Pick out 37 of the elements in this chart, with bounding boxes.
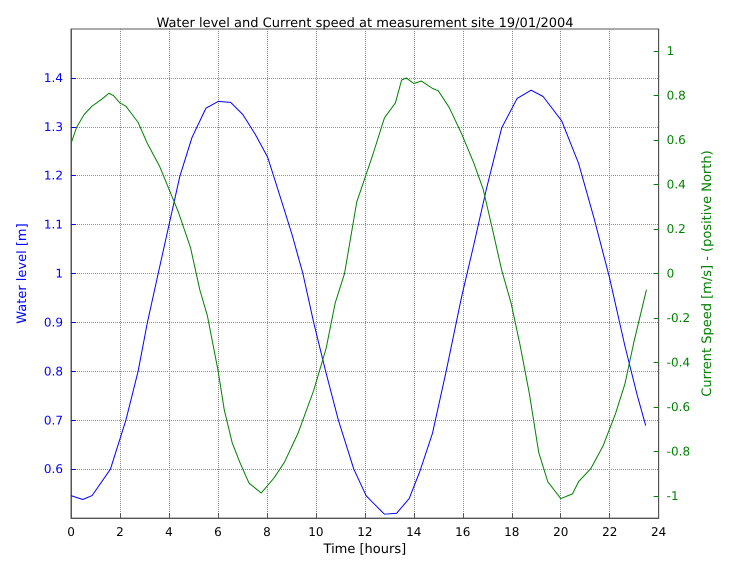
x-tick-label: 24: [651, 525, 666, 540]
y2-axis-title: Current Speed [m/s] - (positive North): [700, 150, 715, 397]
y-tick-label: 1: [55, 266, 63, 281]
y-tick-label: 0.7: [44, 413, 63, 428]
x-tick-label: 16: [455, 525, 470, 540]
x-tick-label: 8: [263, 525, 271, 540]
y2-tick-label: -0.6: [666, 400, 690, 414]
y-tick-label: 1.2: [44, 168, 63, 183]
y2-tick-label: -0.8: [666, 444, 690, 458]
y2-tick-label: 0.2: [666, 222, 686, 236]
x-tick-label: 14: [406, 525, 422, 540]
y2-tick-label: -0.2: [666, 311, 690, 326]
x-tick-label: 12: [357, 525, 372, 540]
y2-tick-label: 0.6: [666, 133, 686, 148]
x-tick-label: 20: [553, 525, 568, 540]
y-axis-title: Water level [m]: [15, 223, 30, 324]
y2-tick-label: 1: [666, 44, 674, 58]
x-tick-label: 4: [165, 525, 173, 540]
x-tick-label: 18: [504, 525, 520, 540]
y-tick-label: 1.1: [44, 218, 63, 232]
x-tick-label: 0: [67, 525, 75, 540]
x-tick-label: 2: [116, 525, 124, 540]
y-tick-label: 1.4: [44, 70, 63, 85]
x-tick-label: 6: [214, 525, 222, 540]
x-tick-label: 10: [308, 525, 324, 540]
chart-title: Water level and Current speed at measurement site 19/01/2004: [156, 16, 574, 31]
y-tick-label: 1.3: [44, 120, 63, 134]
y-tick-label: 0.6: [44, 462, 63, 476]
x-axis-title: Time [hours]: [322, 542, 406, 557]
y2-tick-label: 0.4: [666, 178, 686, 192]
y2-tick-label: -0.4: [666, 355, 690, 370]
x-tick-label: 22: [602, 525, 618, 540]
y2-tick-label: 0.8: [666, 88, 686, 103]
y-tick-label: 0.8: [44, 364, 63, 378]
y-tick-label: 0.9: [44, 315, 63, 330]
y2-tick-label: 0: [666, 266, 674, 281]
y2-tick-label: -1: [666, 488, 679, 503]
